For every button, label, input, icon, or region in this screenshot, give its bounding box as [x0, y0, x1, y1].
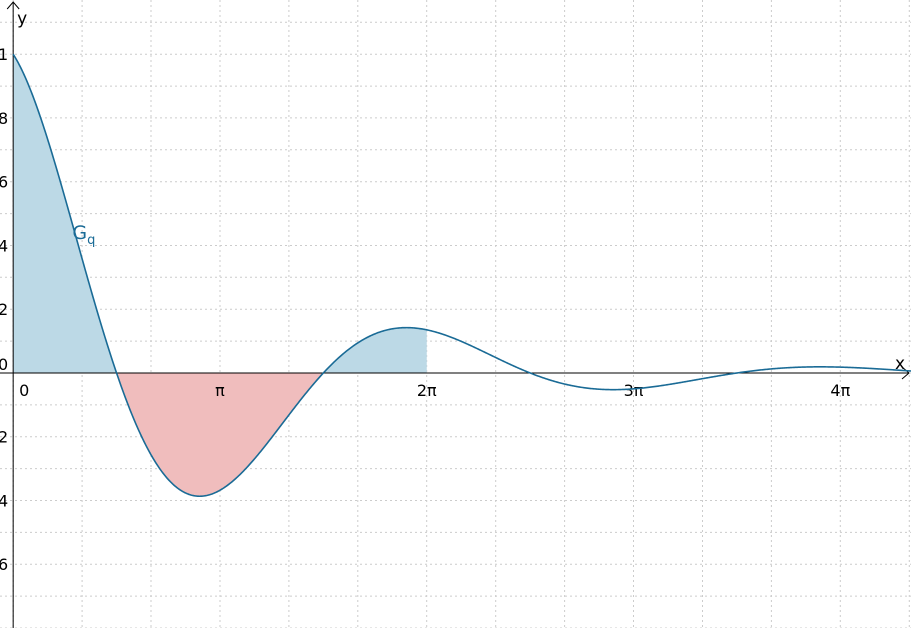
- y-axis-arrow: [6, 1, 20, 10]
- curve-label-main: G: [72, 222, 87, 244]
- y-axis-label: y: [17, 9, 27, 29]
- shaded-region: [116, 372, 324, 497]
- y-tick-label: 0.6: [0, 173, 8, 192]
- y-tick-label: 0.4: [0, 236, 8, 255]
- x-axis-label: x: [895, 354, 905, 374]
- tick-labels: 0 π 2π 3π 4π 1 0.8 0.6 0.4 0.2 0 −0.2 −0.4 −0.6: [0, 45, 851, 574]
- y-tick-label: 1: [0, 45, 8, 64]
- y-tick-label: −0.4: [0, 491, 8, 510]
- shaded-areas: [13, 54, 427, 497]
- shaded-region: [13, 54, 117, 373]
- y-tick-label: 0.8: [0, 109, 8, 128]
- x-tick-label: 2π: [417, 381, 437, 400]
- y-tick-label: 0: [0, 355, 8, 374]
- x-axis-arrow: [901, 366, 910, 380]
- curve-label: Gq: [72, 222, 95, 248]
- shaded-region: [323, 327, 427, 373]
- x-tick-label: 0: [19, 381, 29, 400]
- x-tick-label: 3π: [624, 381, 644, 400]
- x-tick-label: 4π: [830, 381, 850, 400]
- curve-label-subscript: q: [87, 233, 95, 248]
- x-tick-label: π: [215, 381, 225, 400]
- function-curve: [12, 53, 911, 498]
- y-tick-label: −0.2: [0, 428, 8, 447]
- y-tick-label: −0.6: [0, 555, 8, 574]
- y-tick-label: 0.2: [0, 300, 8, 319]
